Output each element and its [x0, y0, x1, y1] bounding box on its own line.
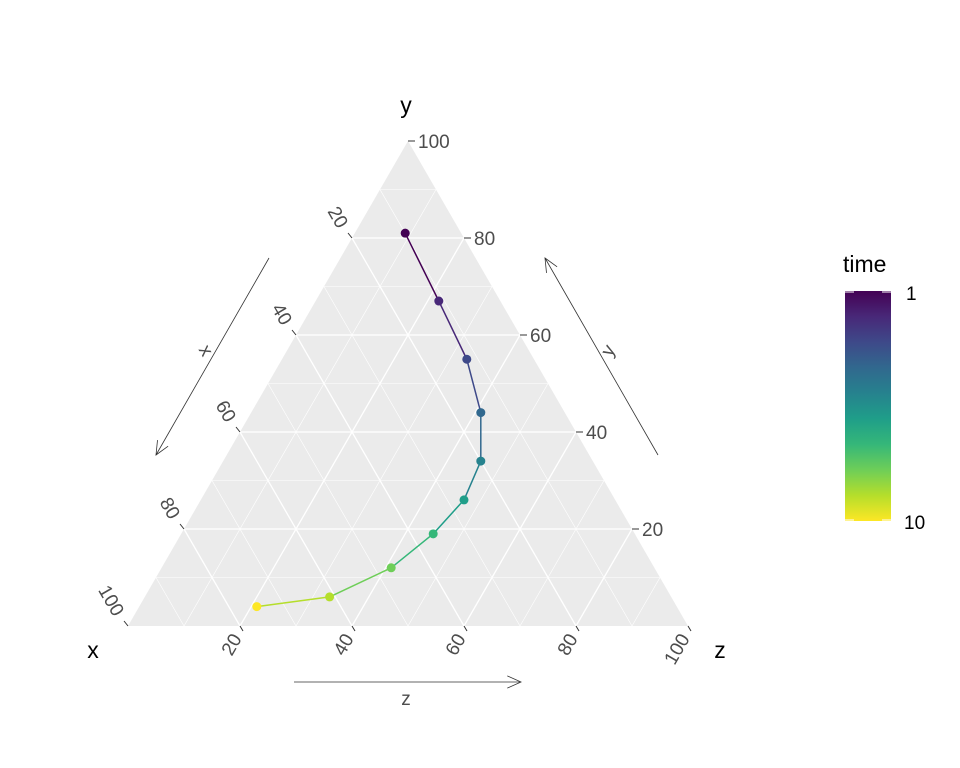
gridlines	[155, 189, 661, 627]
gridline-z-60	[463, 431, 577, 627]
axis-title-x: x	[87, 637, 99, 663]
tick-label-x-80: 80	[155, 494, 184, 523]
arrow-y	[544, 257, 659, 456]
tick-label-z-20: 20	[218, 631, 247, 660]
line-segment-7	[390, 533, 434, 569]
gridline-x-50	[267, 383, 409, 627]
gridline-z-50	[407, 383, 549, 627]
arrow-label-z: z	[401, 689, 411, 710]
line-segment-1	[404, 232, 440, 302]
legend-title: time	[843, 251, 886, 277]
tick-label-y-40: 40	[586, 423, 607, 444]
gridline-z-80	[575, 528, 633, 627]
arrow-x	[155, 257, 270, 456]
legend-label-max: 10	[904, 513, 925, 534]
tick-label-y-20: 20	[642, 520, 663, 541]
gridline-x-10	[379, 189, 633, 627]
tick-label-y-100: 100	[418, 132, 450, 153]
point-time-1	[400, 228, 410, 238]
axis-title-z: z	[714, 637, 726, 663]
point-time-5	[476, 456, 486, 466]
line-segment-5	[463, 460, 482, 501]
tick-z-80	[575, 625, 580, 632]
gridline-z-10	[183, 189, 437, 627]
arrow-label-x: x	[194, 341, 217, 360]
arrow-label-y: y	[597, 341, 620, 360]
tick-label-z-40: 40	[330, 631, 359, 660]
tick-z-40	[351, 625, 356, 632]
gridline-x-80	[183, 528, 241, 627]
point-time-3	[462, 354, 472, 364]
legend-ticks	[845, 291, 891, 521]
tick-z-100	[687, 625, 692, 632]
arrow-z-head	[507, 675, 522, 689]
line-segment-6	[432, 499, 465, 535]
color-legend: time 1 10	[843, 251, 925, 534]
tick-label-y-60: 60	[530, 326, 551, 347]
tick-label-z-60: 60	[442, 631, 471, 660]
tick-x-20	[347, 232, 353, 239]
series-trajectory	[252, 228, 486, 612]
tick-z-60	[463, 625, 468, 632]
gridline-x-60	[239, 431, 353, 627]
legend-colorbar	[845, 291, 891, 521]
gridline-x-70	[211, 480, 297, 627]
tick-x-60	[235, 426, 241, 433]
line-segment-2	[438, 300, 468, 360]
tick-z-20	[239, 625, 244, 632]
tick-label-x-20: 20	[323, 203, 352, 232]
line-segment-9	[256, 596, 331, 608]
gridline-z-70	[519, 480, 605, 627]
tick-x-40	[291, 329, 297, 336]
point-time-6	[459, 495, 469, 505]
point-time-7	[428, 529, 438, 539]
legend-label-min: 1	[906, 284, 917, 305]
point-time-9	[325, 592, 335, 602]
tick-label-y-80: 80	[474, 229, 495, 250]
tick-x-100	[123, 620, 129, 627]
point-time-4	[476, 408, 486, 418]
tick-label-z-80: 80	[554, 631, 583, 660]
gridline-x-30	[323, 286, 521, 627]
point-time-8	[386, 563, 396, 573]
gridline-x-90	[155, 577, 185, 627]
tick-label-x-60: 60	[211, 397, 240, 426]
arrow-x-head	[155, 440, 169, 456]
axis-arrows	[155, 257, 659, 689]
line-segment-3	[466, 358, 482, 414]
tick-label-x-100: 100	[93, 582, 127, 620]
line-segment-8	[328, 567, 392, 598]
tick-x-80	[179, 523, 185, 530]
gridline-z-90	[631, 577, 661, 627]
axis-title-y: y	[400, 92, 412, 118]
point-time-10	[252, 602, 262, 612]
tick-label-x-40: 40	[267, 300, 296, 329]
axis-ticks	[123, 140, 692, 632]
point-time-2	[434, 296, 444, 306]
tick-label-z-100: 100	[661, 631, 695, 669]
arrow-y-head	[544, 257, 558, 273]
